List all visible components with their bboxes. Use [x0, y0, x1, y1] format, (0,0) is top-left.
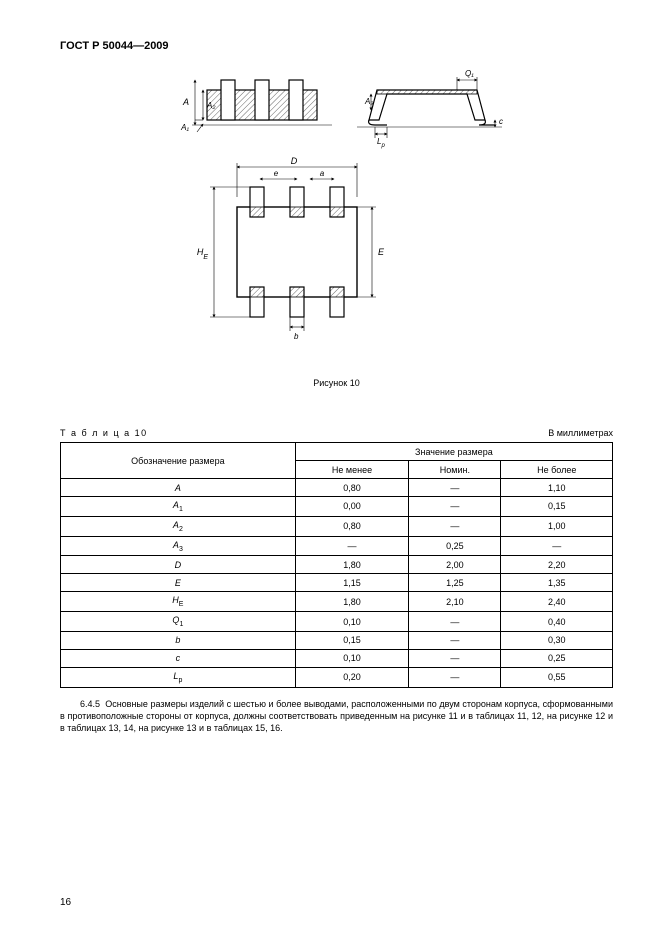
- cell-min: 1,80: [295, 592, 409, 612]
- svg-text:A₂: A₂: [206, 101, 215, 110]
- cell-min: 0,80: [295, 479, 409, 497]
- svg-text:Q₁: Q₁: [465, 69, 474, 78]
- cell-max: 0,15: [501, 497, 613, 517]
- col-header-designation: Обозначение размера: [61, 443, 296, 479]
- svg-text:E: E: [378, 247, 385, 257]
- cell-min: —: [295, 536, 409, 556]
- cell-nom: —: [409, 612, 501, 632]
- cell-max: 1,00: [501, 516, 613, 536]
- col-header-nom: Номин.: [409, 461, 501, 479]
- cell-max: —: [501, 536, 613, 556]
- table-row: b0,15—0,30: [61, 631, 613, 649]
- technical-diagram: A A₂ A₁: [60, 62, 613, 372]
- table-label: Т а б л и ц а 10: [60, 428, 148, 438]
- cell-label: Q1: [61, 612, 296, 632]
- cell-max: 0,30: [501, 631, 613, 649]
- cell-max: 2,20: [501, 556, 613, 574]
- cell-min: 0,10: [295, 612, 409, 632]
- svg-text:Lp: Lp: [377, 137, 385, 149]
- svg-text:A: A: [181, 97, 188, 107]
- svg-text:e: e: [273, 169, 278, 178]
- cell-nom: 2,00: [409, 556, 501, 574]
- paragraph: 6.4.5 Основные размеры изделий с шестью …: [60, 698, 613, 734]
- svg-text:A₃: A₃: [364, 97, 374, 106]
- svg-text:b: b: [294, 332, 299, 341]
- cell-label: A2: [61, 516, 296, 536]
- cell-label: A: [61, 479, 296, 497]
- cell-max: 0,40: [501, 612, 613, 632]
- cell-min: 0,00: [295, 497, 409, 517]
- figure-caption: Рисунок 10: [60, 378, 613, 388]
- document-header: ГОСТ Р 50044—2009: [60, 40, 613, 52]
- table-row: A10,00—0,15: [61, 497, 613, 517]
- cell-max: 0,55: [501, 667, 613, 687]
- svg-text:HE: HE: [196, 247, 208, 261]
- cell-nom: —: [409, 649, 501, 667]
- table-row: A3—0,25—: [61, 536, 613, 556]
- cell-nom: —: [409, 516, 501, 536]
- cell-label: Lp: [61, 667, 296, 687]
- svg-text:a: a: [319, 169, 324, 178]
- col-header-group: Значение размера: [295, 443, 612, 461]
- cell-min: 0,10: [295, 649, 409, 667]
- table-row: HE1,802,102,40: [61, 592, 613, 612]
- cell-label: A1: [61, 497, 296, 517]
- page-number: 16: [60, 897, 71, 908]
- cell-min: 1,80: [295, 556, 409, 574]
- table-row: A0,80—1,10: [61, 479, 613, 497]
- cell-label: HE: [61, 592, 296, 612]
- cell-max: 1,35: [501, 574, 613, 592]
- cell-label: c: [61, 649, 296, 667]
- cell-max: 0,25: [501, 649, 613, 667]
- table-row: c0,10—0,25: [61, 649, 613, 667]
- svg-text:c: c: [499, 117, 503, 126]
- col-header-min: Не менее: [295, 461, 409, 479]
- cell-min: 1,15: [295, 574, 409, 592]
- table-row: Lp0,20—0,55: [61, 667, 613, 687]
- cell-nom: 2,10: [409, 592, 501, 612]
- svg-text:A₁: A₁: [180, 123, 189, 132]
- cell-min: 0,20: [295, 667, 409, 687]
- cell-nom: —: [409, 479, 501, 497]
- svg-text:D: D: [290, 156, 297, 166]
- col-header-max: Не более: [501, 461, 613, 479]
- dimensions-table: Обозначение размера Значение размера Не …: [60, 442, 613, 688]
- cell-nom: 0,25: [409, 536, 501, 556]
- cell-label: b: [61, 631, 296, 649]
- cell-max: 1,10: [501, 479, 613, 497]
- cell-min: 0,15: [295, 631, 409, 649]
- cell-max: 2,40: [501, 592, 613, 612]
- table-row: A20,80—1,00: [61, 516, 613, 536]
- cell-min: 0,80: [295, 516, 409, 536]
- table-row: E1,151,251,35: [61, 574, 613, 592]
- table-units: В миллиметрах: [548, 428, 613, 438]
- cell-nom: —: [409, 631, 501, 649]
- cell-label: E: [61, 574, 296, 592]
- cell-nom: 1,25: [409, 574, 501, 592]
- table-row: D1,802,002,20: [61, 556, 613, 574]
- cell-label: D: [61, 556, 296, 574]
- cell-label: A3: [61, 536, 296, 556]
- table-row: Q10,10—0,40: [61, 612, 613, 632]
- cell-nom: —: [409, 497, 501, 517]
- cell-nom: —: [409, 667, 501, 687]
